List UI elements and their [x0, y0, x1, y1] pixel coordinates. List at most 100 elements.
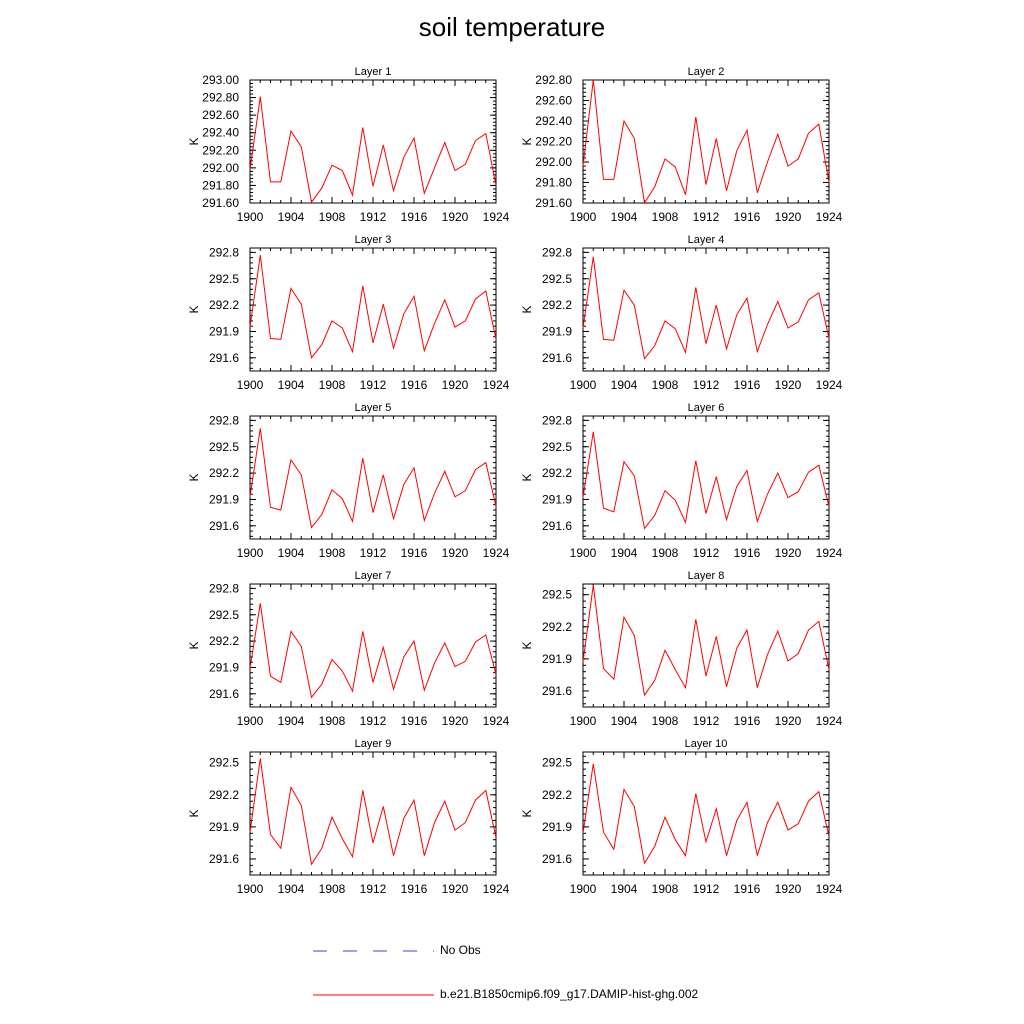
- x-tick-label: 1900: [237, 546, 264, 560]
- y-tick-label: 292.2: [209, 298, 239, 312]
- legend-swatch-dashed: [313, 950, 434, 952]
- x-tick-label: 1900: [570, 378, 597, 392]
- x-tick-label: 1908: [319, 882, 346, 896]
- x-tick-label: 1904: [611, 882, 638, 896]
- panel-title: Layer 4: [688, 234, 725, 246]
- y-tick-label: 292.5: [542, 272, 572, 286]
- x-tick-label: 1908: [319, 714, 346, 728]
- y-tick-label: 293.00: [202, 73, 239, 87]
- y-tick-label: 292.2: [542, 298, 572, 312]
- x-tick-label: 1912: [693, 714, 720, 728]
- y-tick-label: 291.9: [209, 492, 239, 506]
- x-tick-label: 1920: [442, 378, 469, 392]
- y-tick-label: 291.9: [542, 652, 572, 666]
- panel-title: Layer 5: [355, 402, 392, 414]
- plot-frame: [582, 583, 830, 708]
- plot-frame: [249, 583, 497, 708]
- y-tick-label: 291.6: [542, 684, 572, 698]
- y-axis-label: K: [187, 137, 201, 145]
- x-tick-label: 1904: [278, 714, 305, 728]
- y-tick-label: 291.9: [542, 324, 572, 338]
- y-tick-label: 291.6: [209, 852, 239, 866]
- x-tick-label: 1908: [652, 714, 679, 728]
- y-tick-label: 292.60: [535, 94, 572, 108]
- x-tick-label: 1908: [319, 210, 346, 224]
- x-tick-label: 1916: [734, 714, 761, 728]
- panel-5: Layer 5 K 1900 1904 1908 1912 1916 1920 1924 291.…: [187, 402, 510, 560]
- y-tick-label: 292.5: [209, 272, 239, 286]
- x-tick-label: 1904: [278, 546, 305, 560]
- legend-label: b.e21.B1850cmip6.f09_g17.DAMIP-hist-ghg.…: [440, 987, 699, 1001]
- x-tick-label: 1916: [401, 546, 428, 560]
- x-tick-label: 1904: [278, 210, 305, 224]
- y-tick-label: 292.60: [202, 108, 239, 122]
- y-tick-label: 292.8: [209, 245, 239, 259]
- x-tick-label: 1924: [483, 210, 510, 224]
- panel-9: Layer 9 K 1900 1904 1908 1912 1916 1920 1924 291.…: [187, 738, 510, 896]
- x-tick-label: 1916: [734, 378, 761, 392]
- x-tick-label: 1920: [775, 882, 802, 896]
- series-line: [582, 585, 830, 697]
- y-tick-label: 292.8: [542, 245, 572, 259]
- series-line: [582, 79, 830, 205]
- x-tick-label: 1924: [816, 882, 843, 896]
- series-line: [582, 256, 830, 360]
- panel-title: Layer 1: [355, 66, 392, 78]
- x-tick-label: 1924: [483, 546, 510, 560]
- panel-title: Layer 9: [355, 738, 392, 750]
- y-tick-label: 292.5: [209, 756, 239, 770]
- x-tick-label: 1916: [401, 714, 428, 728]
- x-tick-label: 1900: [237, 714, 264, 728]
- y-tick-label: 292.5: [542, 756, 572, 770]
- x-tick-label: 1912: [360, 210, 387, 224]
- plot-frame: [582, 415, 830, 540]
- panel-1: Layer 1 K 1900 1904 1908 1912 1916 1920 1924 291.…: [187, 66, 510, 224]
- x-tick-label: 1900: [570, 210, 597, 224]
- y-tick-label: 291.9: [542, 492, 572, 506]
- x-tick-label: 1908: [652, 546, 679, 560]
- x-tick-label: 1920: [775, 714, 802, 728]
- y-tick-label: 291.80: [202, 178, 239, 192]
- x-tick-label: 1924: [483, 714, 510, 728]
- x-tick-label: 1916: [401, 210, 428, 224]
- y-tick-label: 292.2: [542, 788, 572, 802]
- y-tick-label: 291.6: [542, 351, 572, 365]
- x-tick-label: 1904: [611, 210, 638, 224]
- y-tick-label: 291.6: [209, 351, 239, 365]
- plot-frame: [249, 415, 497, 540]
- panel-10: Layer 10 K 1900 1904 1908 1912 1916 1920 1924 291…: [520, 738, 843, 896]
- y-tick-label: 292.2: [209, 788, 239, 802]
- x-tick-label: 1912: [360, 882, 387, 896]
- legend-swatch-solid: [313, 994, 434, 996]
- y-tick-label: 292.40: [202, 126, 239, 140]
- x-tick-label: 1912: [360, 378, 387, 392]
- y-tick-label: 292.5: [209, 608, 239, 622]
- series-line: [249, 254, 497, 359]
- panel-4: Layer 4 K 1900 1904 1908 1912 1916 1920 1924 291.…: [520, 234, 843, 392]
- x-tick-label: 1908: [319, 546, 346, 560]
- x-tick-label: 1924: [816, 378, 843, 392]
- x-tick-label: 1908: [652, 210, 679, 224]
- panel-8: Layer 8 K 1900 1904 1908 1912 1916 1920 1924 291.…: [520, 570, 843, 728]
- x-tick-label: 1904: [611, 714, 638, 728]
- x-tick-label: 1900: [237, 210, 264, 224]
- panel-2: Layer 2 K 1900 1904 1908 1912 1916 1920 1924 291.…: [520, 66, 843, 224]
- y-tick-label: 292.8: [542, 413, 572, 427]
- y-axis-label: K: [187, 641, 201, 649]
- panel-title: Layer 2: [688, 66, 725, 78]
- x-tick-label: 1920: [775, 378, 802, 392]
- y-tick-label: 292.2: [209, 634, 239, 648]
- x-tick-label: 1900: [237, 378, 264, 392]
- x-tick-label: 1904: [278, 378, 305, 392]
- x-tick-label: 1916: [401, 378, 428, 392]
- y-tick-label: 291.9: [209, 820, 239, 834]
- y-axis-label: K: [520, 641, 534, 649]
- y-tick-label: 292.20: [202, 143, 239, 157]
- x-tick-label: 1920: [442, 546, 469, 560]
- x-tick-label: 1912: [693, 210, 720, 224]
- panel-6: Layer 6 K 1900 1904 1908 1912 1916 1920 1924 291.…: [520, 402, 843, 560]
- x-tick-label: 1900: [570, 714, 597, 728]
- y-axis-label: K: [187, 473, 201, 481]
- x-tick-label: 1924: [816, 546, 843, 560]
